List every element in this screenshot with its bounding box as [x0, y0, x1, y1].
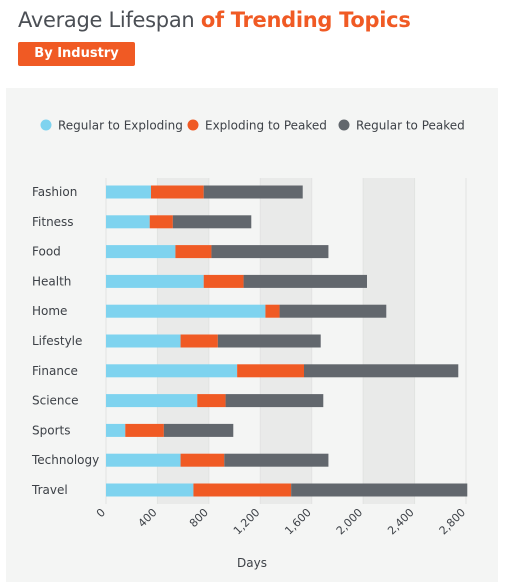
- x-tick-label: 2,800: [437, 506, 468, 537]
- bar-segment: [106, 274, 204, 288]
- x-tick-label: 1,200: [231, 506, 262, 537]
- bar-segment: [180, 334, 218, 348]
- bar-segment: [151, 185, 204, 199]
- title-part-2: of Trending Topics: [200, 8, 411, 32]
- legend-marker-3: [338, 119, 350, 131]
- category-label: Health: [32, 274, 71, 288]
- x-tick-label: 400: [136, 506, 160, 530]
- x-tick-label: 0: [94, 506, 108, 520]
- category-label: Food: [32, 245, 61, 259]
- bar-segment: [106, 483, 194, 497]
- legend-marker-1: [40, 119, 52, 131]
- bar-segment: [149, 215, 173, 229]
- category-label: Science: [32, 394, 79, 408]
- x-tick-label: 1,600: [282, 506, 313, 537]
- bar-segment: [291, 483, 468, 497]
- bar-segment: [237, 364, 304, 378]
- x-tick-label: 800: [187, 506, 211, 530]
- bar-segment: [106, 453, 181, 467]
- chart-title: Average Lifespan of Trending Topics: [18, 8, 411, 32]
- bar-segment: [203, 185, 303, 199]
- category-label: Home: [32, 304, 67, 318]
- bar-segment: [224, 453, 329, 467]
- grid-band: [363, 178, 415, 504]
- bar-segment: [125, 423, 164, 437]
- legend-label-3: Regular to Peaked: [356, 119, 465, 133]
- bar-segment: [225, 394, 324, 408]
- category-label: Fashion: [32, 185, 77, 199]
- bar-segment: [203, 274, 244, 288]
- bar-segment: [279, 304, 387, 318]
- bar-segment: [106, 334, 181, 348]
- bar-segment: [193, 483, 292, 497]
- bar-segment: [106, 304, 266, 318]
- category-label: Fitness: [32, 215, 74, 229]
- bar-segment: [106, 364, 238, 378]
- category-label: Travel: [31, 483, 68, 497]
- bar-segment: [106, 215, 150, 229]
- bar-segment: [106, 423, 126, 437]
- bar-segment: [172, 215, 252, 229]
- bar-segment: [265, 304, 280, 318]
- bar-segment: [106, 394, 198, 408]
- x-tick-label: 2,000: [334, 506, 365, 537]
- bar-segment: [217, 334, 321, 348]
- legend-label-1: Regular to Exploding: [58, 119, 183, 133]
- category-label: Lifestyle: [32, 334, 82, 348]
- bar-segment: [180, 453, 225, 467]
- category-label: Sports: [32, 423, 70, 437]
- bar-segment: [163, 423, 234, 437]
- legend-label-2: Exploding to Peaked: [205, 119, 327, 133]
- title-part-1: Average Lifespan: [18, 8, 195, 32]
- bar-segment: [106, 185, 151, 199]
- bar-segment: [175, 245, 212, 259]
- category-label: Technology: [31, 453, 99, 467]
- x-axis-title: Days: [237, 556, 267, 570]
- bar-segment: [211, 245, 329, 259]
- bar-segment: [106, 245, 176, 259]
- industry-badge: By Industry: [18, 42, 135, 66]
- legend-marker-2: [187, 119, 199, 131]
- bar-segment: [197, 394, 226, 408]
- bar-segment: [243, 274, 367, 288]
- bar-segment: [304, 364, 459, 378]
- x-tick-label: 2,400: [385, 506, 416, 537]
- category-label: Finance: [32, 364, 78, 378]
